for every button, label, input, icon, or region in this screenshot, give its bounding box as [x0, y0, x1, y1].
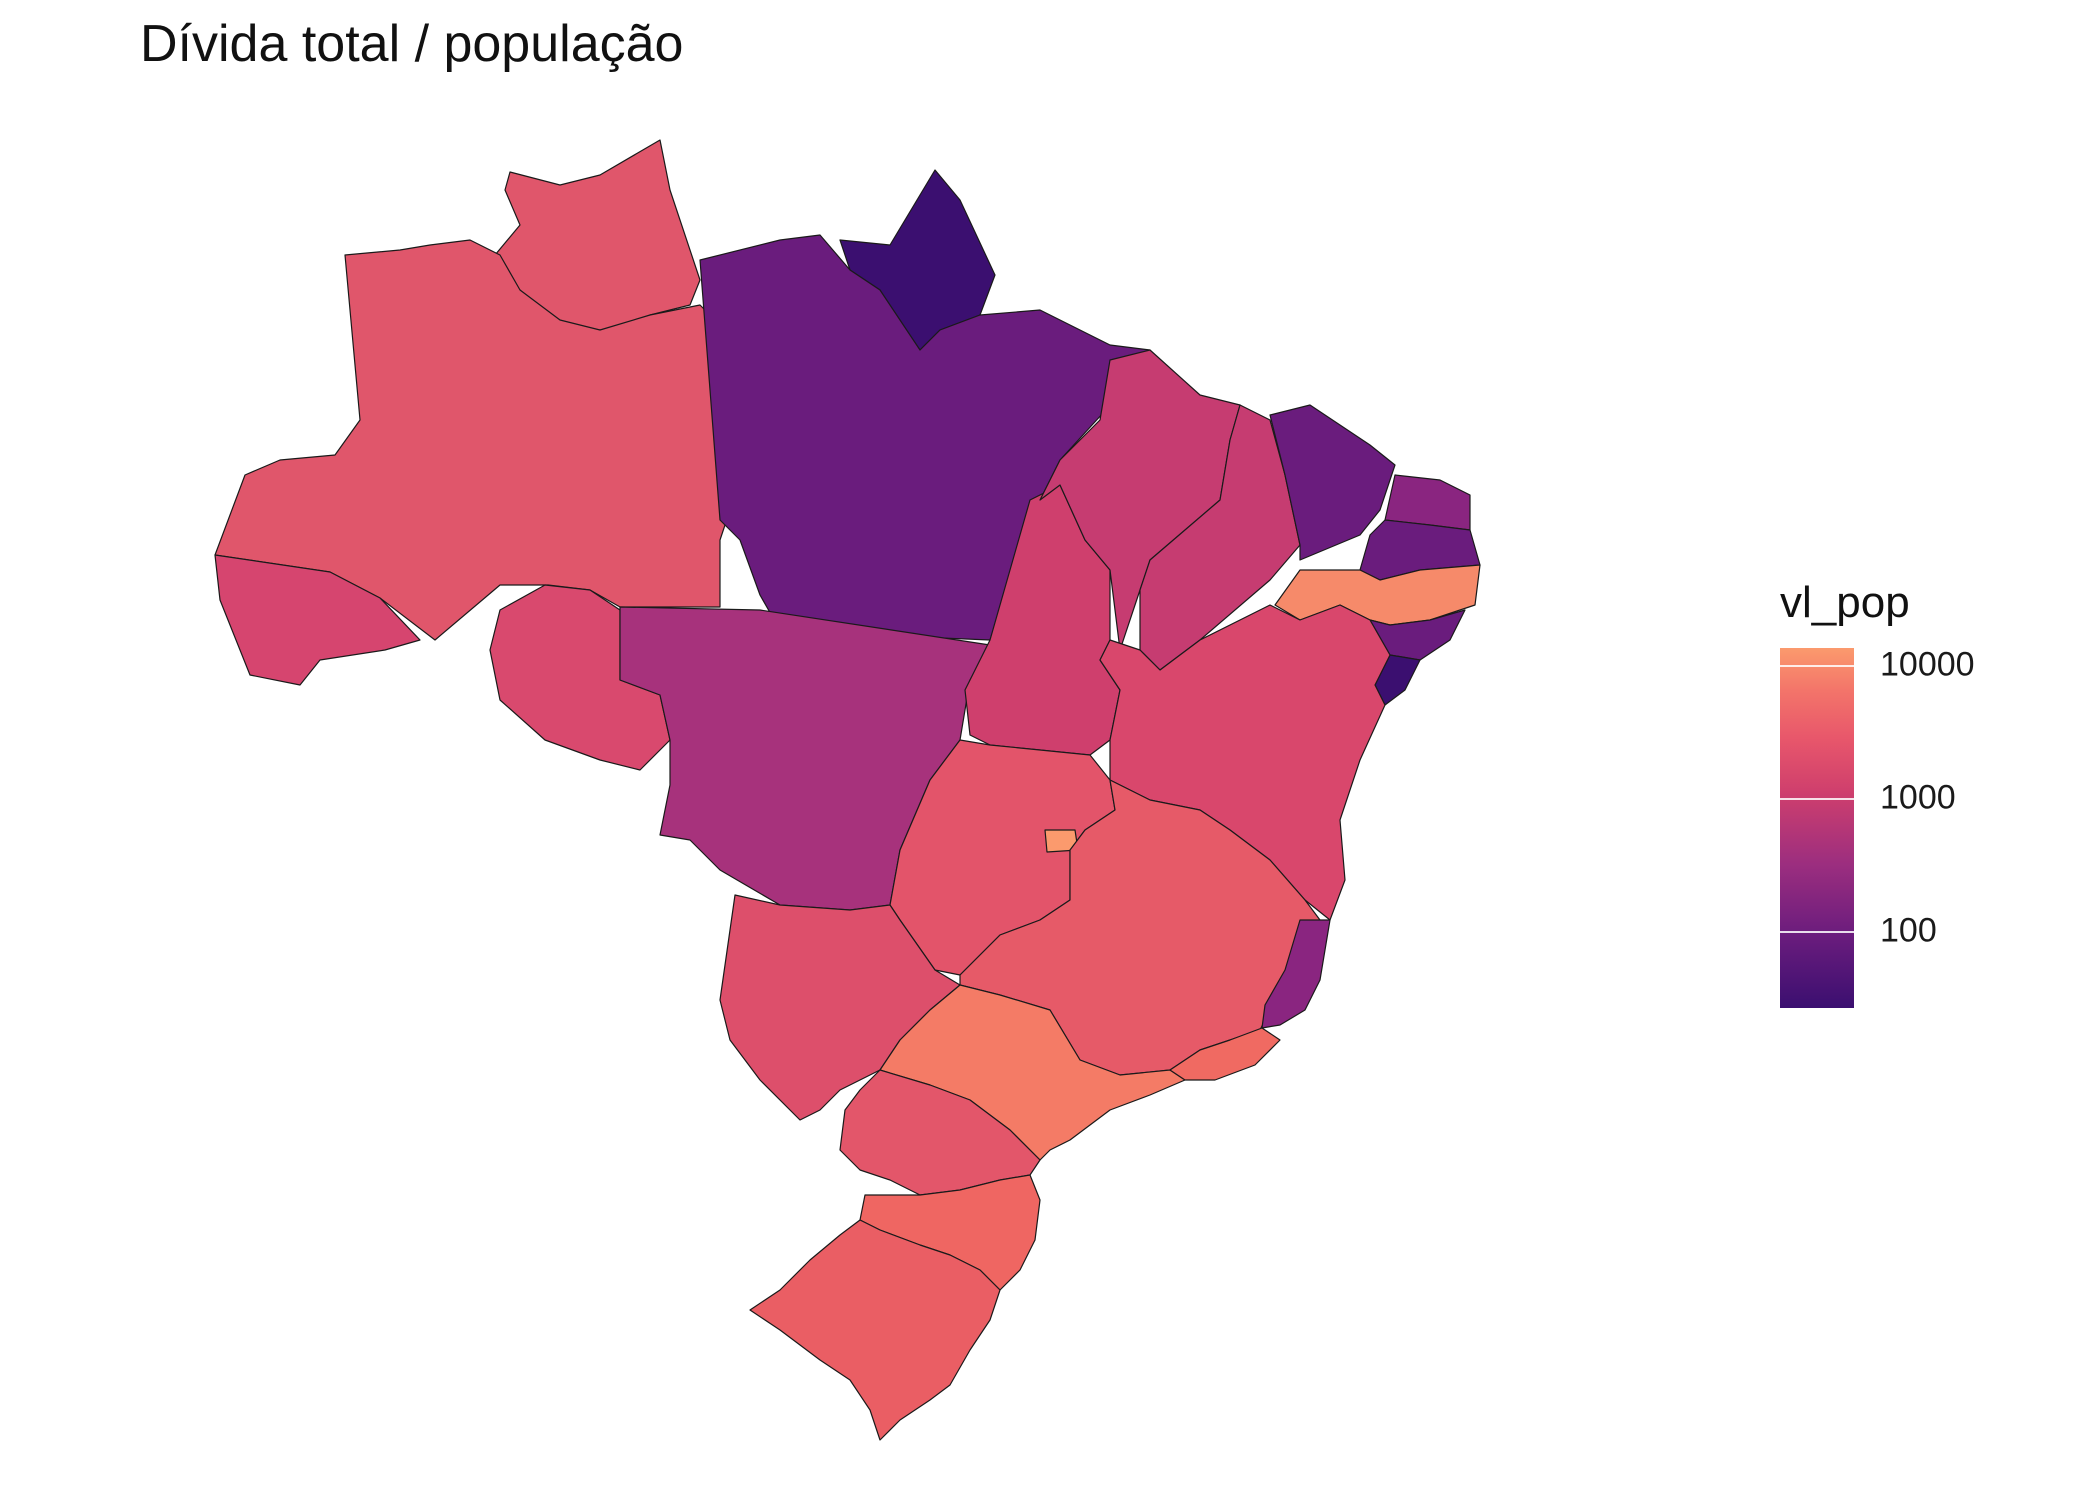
states-layer	[214, 139, 1481, 1441]
legend-label-10000: 10000	[1880, 645, 1975, 684]
state-rj	[1169, 1027, 1281, 1081]
legend-title: vl_pop	[1780, 578, 1910, 627]
legend-colorbar	[1780, 648, 1854, 1008]
legend-label-1000: 1000	[1880, 778, 1956, 817]
state-rs	[749, 1219, 1001, 1441]
plot-title: Dívida total / população	[140, 15, 684, 73]
state-ma	[1039, 349, 1241, 651]
state-am	[214, 239, 781, 641]
legend-tick-10000	[1780, 665, 1854, 667]
legend-tick-1000	[1780, 798, 1854, 800]
legend-label-100: 100	[1880, 911, 1937, 950]
state-ac	[214, 554, 421, 686]
state-es	[1261, 919, 1331, 1029]
state-ce	[1269, 404, 1396, 561]
legend-tick-100	[1780, 931, 1854, 933]
